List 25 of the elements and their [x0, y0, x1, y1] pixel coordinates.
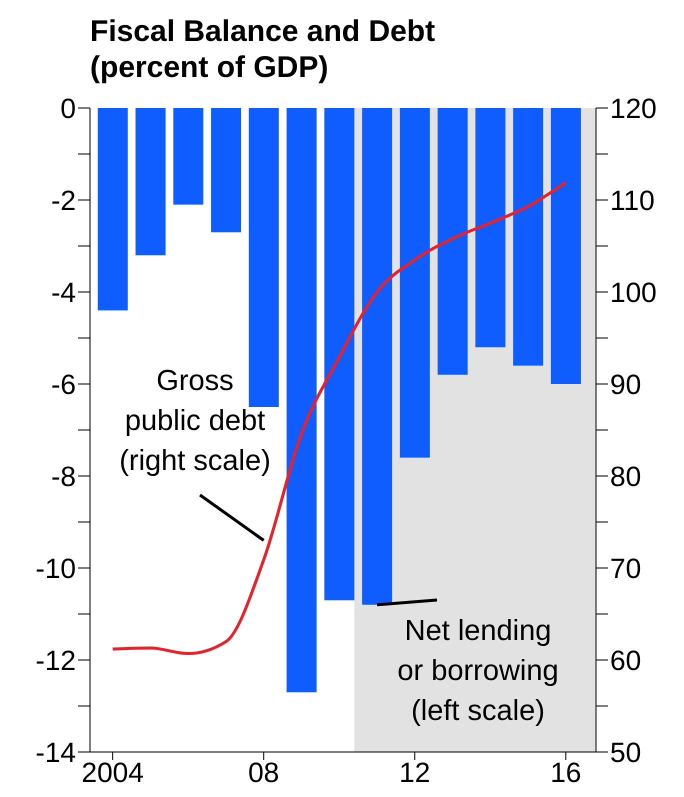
y-tick-label: 0: [60, 92, 76, 124]
annotation: Net lending or borrowing (left scale): [397, 615, 559, 727]
y2-tick-label: 90: [610, 368, 642, 400]
y-tick-label: -10: [36, 552, 76, 584]
y2-tick-label: 50: [610, 736, 642, 768]
line-series: [111, 181, 568, 656]
chart-subtitle: (percent of GDP): [90, 50, 330, 86]
y2-tick-label: 120: [610, 92, 657, 124]
chart-title: Fiscal Balance and Debt: [90, 14, 436, 50]
x-tick-label: 16: [550, 756, 582, 788]
x-tick-label: 08: [248, 756, 280, 788]
y-tick-label: -2: [51, 184, 76, 216]
y2-tick-label: 100: [610, 276, 657, 308]
x-tick-label: 12: [399, 756, 430, 788]
y2-tick-label: 60: [610, 644, 642, 676]
y2-tick-label: 80: [610, 460, 642, 492]
y-tick-label: -8: [51, 460, 76, 492]
y2-tick-label: 70: [610, 552, 642, 584]
x-tick-label: 2004: [82, 756, 144, 788]
y-tick-label: -6: [51, 368, 76, 400]
y2-tick-label: 110: [610, 184, 655, 216]
y-tick-label: -14: [36, 736, 76, 768]
y-tick-label: -12: [36, 644, 76, 676]
y-tick-label: -4: [51, 276, 76, 308]
annotation: Gross public debt (right scale): [119, 365, 271, 477]
